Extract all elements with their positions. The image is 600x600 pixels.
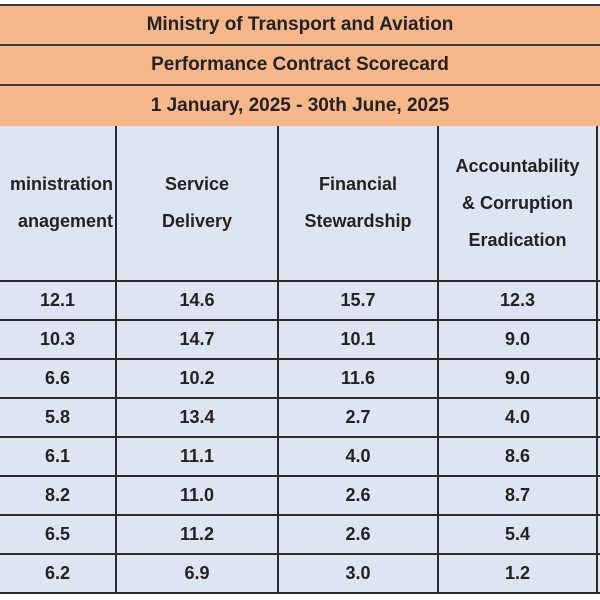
header-line: Stewardship bbox=[304, 211, 412, 231]
table-cell: 14.6 bbox=[117, 282, 279, 319]
table-cell: 10.3 bbox=[0, 321, 117, 358]
header-row: ministration anagement Service Delivery Fi… bbox=[0, 126, 600, 282]
column-header-accountability: Accountability & Corruption Eradication bbox=[439, 126, 598, 280]
table-cell: 8.6 bbox=[439, 438, 598, 475]
header-line: Service bbox=[164, 174, 230, 194]
header-line: anagement bbox=[17, 211, 113, 231]
table-cell: 9.0 bbox=[439, 321, 598, 358]
table-cell: 6.6 bbox=[0, 360, 117, 397]
column-header-service-delivery: Service Delivery bbox=[117, 126, 279, 280]
table-cell: 11.0 bbox=[117, 477, 279, 514]
header-line: Eradication bbox=[468, 229, 567, 250]
table-cell: 11.6 bbox=[279, 360, 439, 397]
table-cell: 11.1 bbox=[117, 438, 279, 475]
period-title: 1 January, 2025 - 30th June, 2025 bbox=[0, 84, 600, 128]
table-row: 6.5 11.2 2.6 5.4 bbox=[0, 516, 600, 555]
table-cell: 14.7 bbox=[117, 321, 279, 358]
header-line: ministration bbox=[9, 174, 113, 194]
scorecard-table: ministration anagement Service Delivery Fi… bbox=[0, 126, 600, 594]
header-line: Accountability bbox=[455, 155, 580, 176]
header-line: & Corruption bbox=[462, 192, 573, 213]
table-cell: 5.8 bbox=[0, 399, 117, 436]
ministry-title: Ministry of Transport and Aviation bbox=[0, 4, 600, 46]
table-row: 8.2 11.0 2.6 8.7 bbox=[0, 477, 600, 516]
column-header-administration: ministration anagement bbox=[0, 126, 117, 280]
table-cell: 9.0 bbox=[439, 360, 598, 397]
table-cell: 4.0 bbox=[439, 399, 598, 436]
ministry-title-text: Ministry of Transport and Aviation bbox=[146, 14, 454, 35]
table-cell: 12.3 bbox=[439, 282, 598, 319]
column-header-financial-stewardship: Financial Stewardship bbox=[279, 126, 439, 280]
table-row: 6.6 10.2 11.6 9.0 bbox=[0, 360, 600, 399]
table-cell: 3.0 bbox=[279, 555, 439, 592]
period-title-text: 1 January, 2025 - 30th June, 2025 bbox=[150, 95, 450, 116]
table-row: 12.1 14.6 15.7 12.3 bbox=[0, 282, 600, 321]
table-cell: 12.1 bbox=[0, 282, 117, 319]
table-cell: 6.9 bbox=[117, 555, 279, 592]
table-cell: 11.2 bbox=[117, 516, 279, 553]
table-cell: 2.7 bbox=[279, 399, 439, 436]
table-cell: 13.4 bbox=[117, 399, 279, 436]
header-line: Financial bbox=[318, 174, 398, 194]
header-line: Delivery bbox=[161, 211, 233, 231]
table-cell: 15.7 bbox=[279, 282, 439, 319]
table-cell: 8.2 bbox=[0, 477, 117, 514]
table-cell: 6.1 bbox=[0, 438, 117, 475]
table-cell: 10.1 bbox=[279, 321, 439, 358]
table-cell: 2.6 bbox=[279, 477, 439, 514]
scorecard-title-text: Performance Contract Scorecard bbox=[151, 54, 449, 75]
table-row: 5.8 13.4 2.7 4.0 bbox=[0, 399, 600, 438]
table-cell: 1.2 bbox=[439, 555, 598, 592]
table-cell: 6.2 bbox=[0, 555, 117, 592]
table-row: 6.2 6.9 3.0 1.2 bbox=[0, 555, 600, 594]
table-cell: 8.7 bbox=[439, 477, 598, 514]
table-cell: 2.6 bbox=[279, 516, 439, 553]
table-cell: 6.5 bbox=[0, 516, 117, 553]
table-cell: 5.4 bbox=[439, 516, 598, 553]
scorecard-title: Performance Contract Scorecard bbox=[0, 44, 600, 86]
table-cell: 10.2 bbox=[117, 360, 279, 397]
table-row: 10.3 14.7 10.1 9.0 bbox=[0, 321, 600, 360]
table-row: 6.1 11.1 4.0 8.6 bbox=[0, 438, 600, 477]
table-cell: 4.0 bbox=[279, 438, 439, 475]
